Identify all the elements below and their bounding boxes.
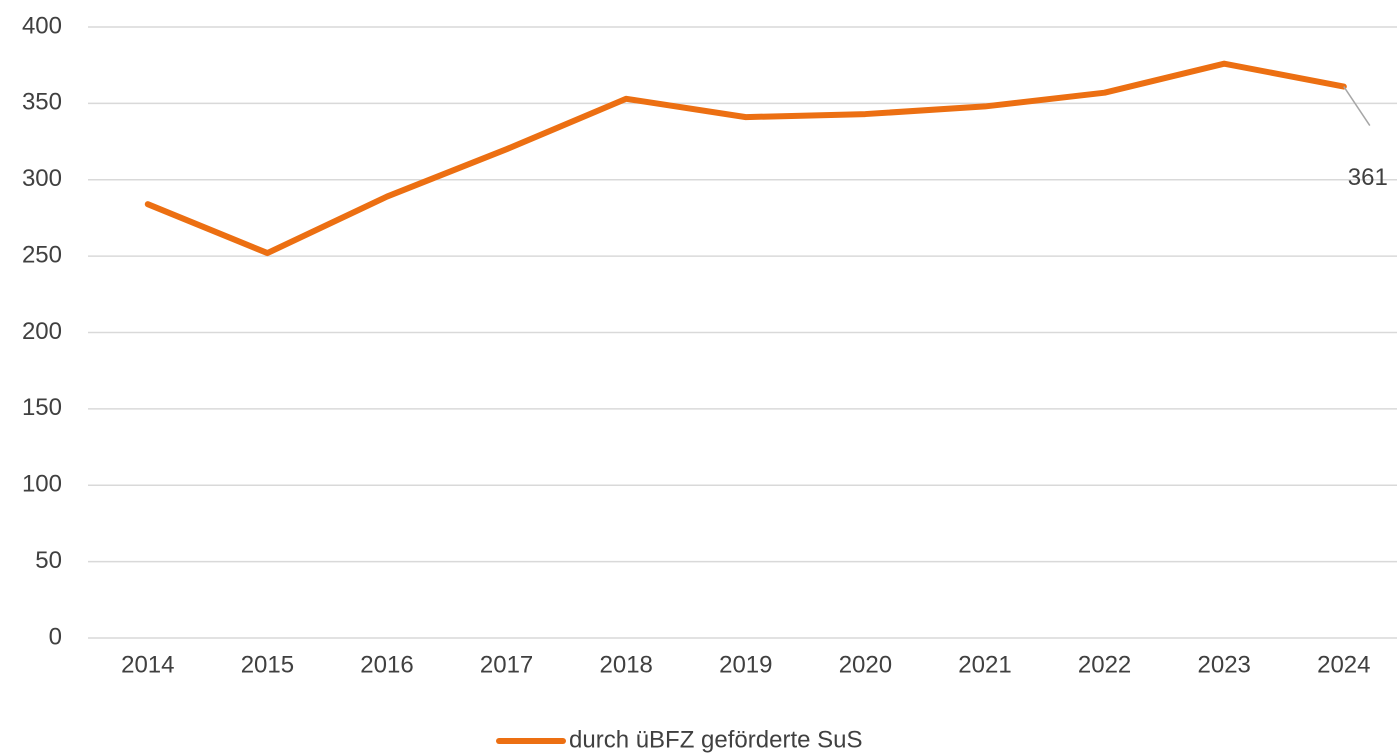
x-tick-label: 2022	[1078, 651, 1131, 678]
y-tick-label: 350	[22, 89, 62, 116]
x-tick-label: 2014	[121, 651, 174, 678]
x-tick-label: 2023	[1198, 651, 1251, 678]
x-tick-label: 2018	[600, 651, 653, 678]
y-tick-label: 400	[22, 12, 62, 39]
y-tick-label: 100	[22, 471, 62, 498]
data-label: 361	[1348, 164, 1388, 191]
x-tick-label: 2019	[719, 651, 772, 678]
x-tick-label: 2016	[360, 651, 413, 678]
x-tick-label: 2020	[839, 651, 892, 678]
data-line	[144, 60, 1347, 257]
y-tick-label: 50	[35, 547, 62, 574]
x-tick-label: 2021	[958, 651, 1011, 678]
y-tick-label: 250	[22, 241, 62, 268]
y-tick-label: 0	[49, 623, 62, 650]
leader-line	[1343, 86, 1371, 126]
x-tick-label: 2015	[241, 651, 294, 678]
y-tick-label: 300	[22, 165, 62, 192]
y-tick-label: 150	[22, 394, 62, 421]
x-tick-label: 2017	[480, 651, 533, 678]
y-tick-label: 200	[22, 318, 62, 345]
legend-label: durch üBFZ geförderte SuS	[569, 726, 862, 753]
x-tick-label: 2024	[1317, 651, 1370, 678]
